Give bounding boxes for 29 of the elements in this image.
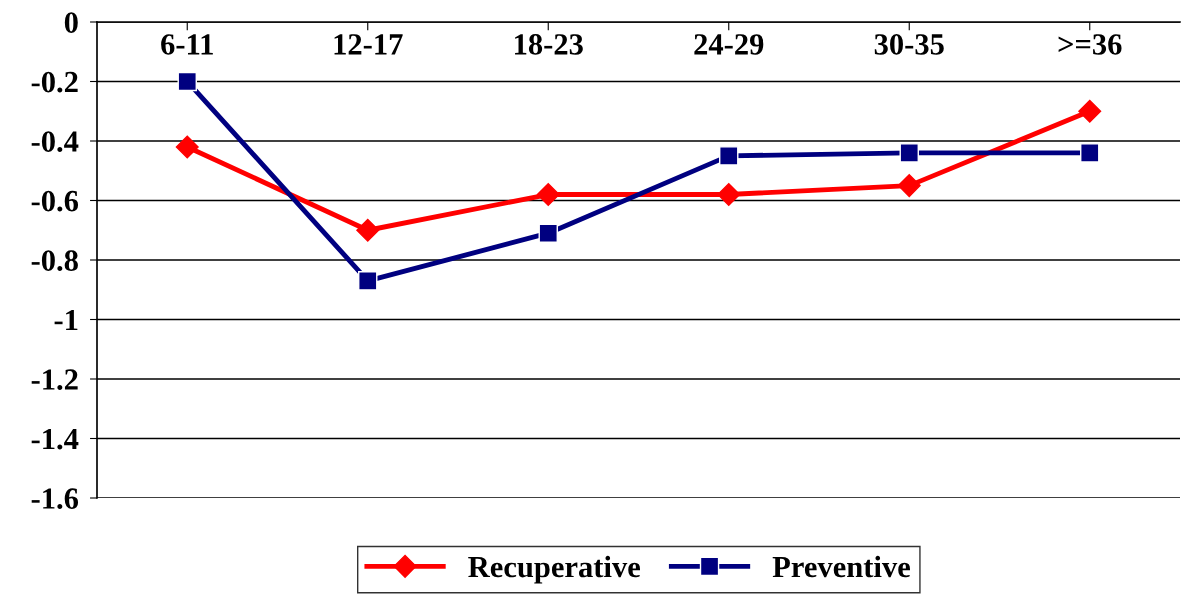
point xyxy=(717,183,741,207)
point xyxy=(177,71,197,92)
y-tick-label: -1 xyxy=(54,309,78,331)
legend-label: Preventive xyxy=(772,555,910,578)
point xyxy=(358,271,378,291)
y-tick-label: -1.2 xyxy=(31,369,78,391)
x-tick-label: 18-23 xyxy=(515,34,583,55)
y-tick-label: -0.2 xyxy=(31,71,78,93)
point xyxy=(897,174,921,198)
point xyxy=(1078,99,1102,123)
point xyxy=(1080,143,1100,163)
y-tick-label: -1.4 xyxy=(31,428,79,450)
point xyxy=(538,223,558,243)
x-tick-label: >=36 xyxy=(1058,34,1122,55)
y-tick-label: -0.6 xyxy=(31,190,79,212)
point xyxy=(175,135,199,159)
point xyxy=(356,218,380,242)
point xyxy=(536,183,560,207)
point xyxy=(899,143,919,163)
x-tick-label: 12-17 xyxy=(334,34,403,55)
x-tick-label: 6-11 xyxy=(161,34,213,55)
y-tick-label: 0 xyxy=(64,12,78,33)
y-tick-label: -0.8 xyxy=(31,250,78,272)
y-tick-label: -1.6 xyxy=(31,488,79,510)
legend-label: Recuperative xyxy=(468,555,640,584)
x-tick-label: 30-35 xyxy=(874,34,944,55)
y-tick-label: -0.4 xyxy=(31,131,79,153)
x-tick-label: 24-29 xyxy=(694,34,764,55)
point xyxy=(719,146,739,166)
